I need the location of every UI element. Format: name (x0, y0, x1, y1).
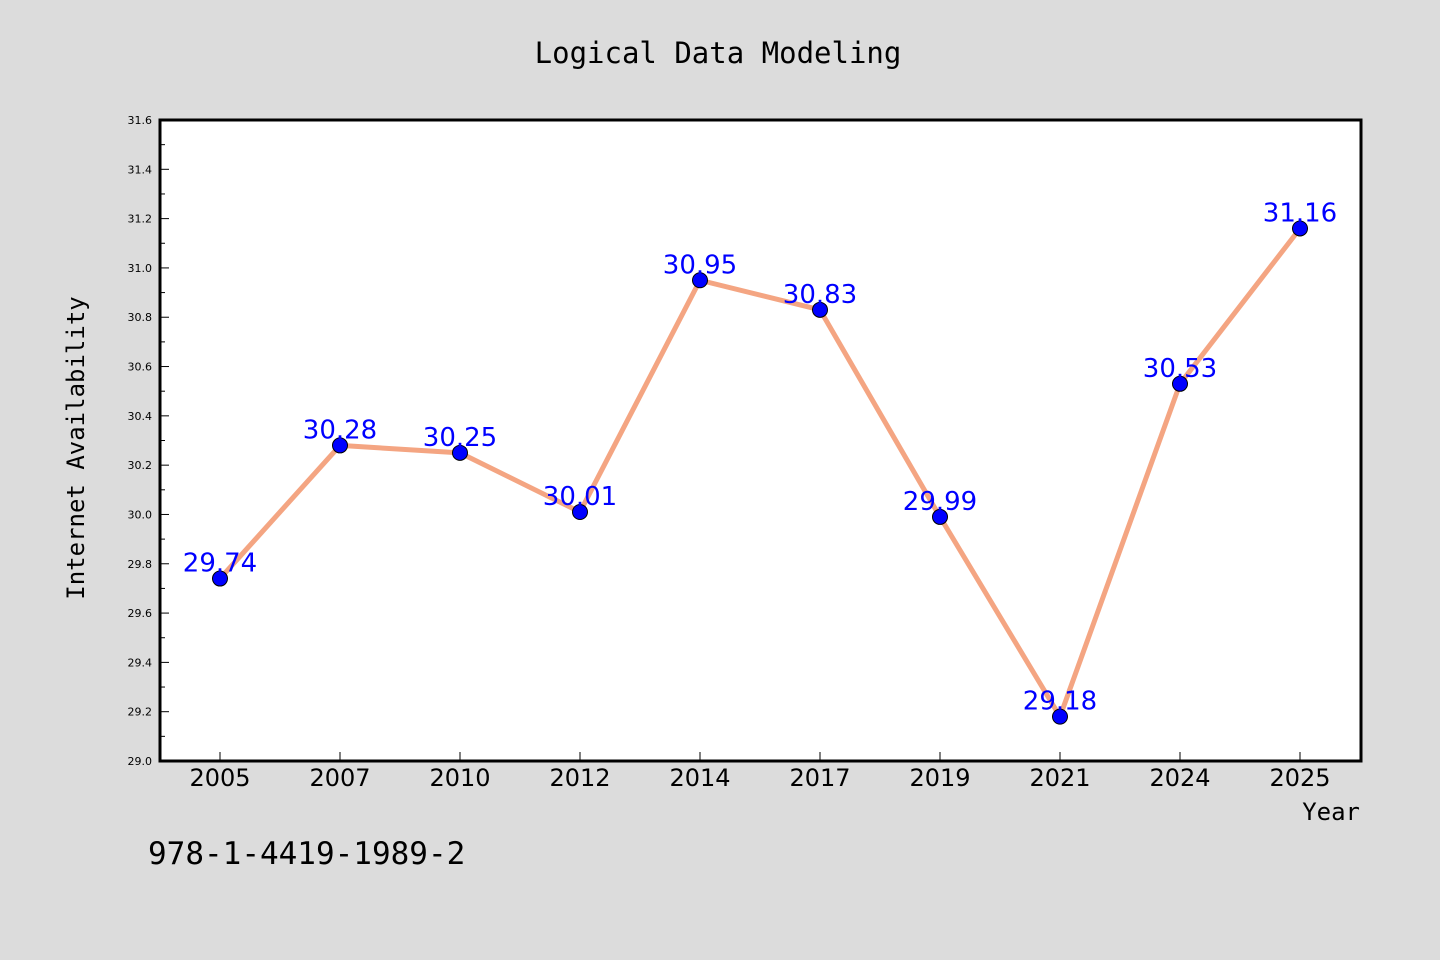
data-markers (212, 220, 1308, 725)
data-label: 30.95 (663, 250, 737, 280)
y-tick-label: 30.8 (128, 311, 153, 324)
data-point (212, 570, 228, 587)
data-point (452, 444, 468, 461)
chart-title: Logical Data Modeling (535, 36, 902, 70)
data-label: 30.25 (423, 423, 497, 453)
y-tick-label: 29.0 (128, 755, 153, 768)
x-tick-label: 2024 (1149, 764, 1210, 792)
data-point (1052, 708, 1068, 725)
y-tick-label: 31.4 (128, 163, 153, 176)
data-point (572, 503, 588, 520)
y-tick-label: 29.6 (128, 607, 153, 620)
data-label: 30.83 (783, 280, 857, 310)
data-label: 30.28 (303, 415, 377, 445)
x-axis-label: Year (1302, 798, 1360, 826)
data-labels: 29.74 30.28 30.25 30.01 30.95 30.83 29.99 29.18… (183, 198, 1337, 716)
x-tick-label: 2012 (549, 764, 610, 792)
data-label: 29.99 (903, 487, 977, 517)
data-point (692, 272, 708, 289)
y-tick-label: 30.0 (128, 508, 153, 521)
x-tick-label: 2005 (189, 764, 250, 792)
x-tick-label: 2014 (669, 764, 730, 792)
y-tick-label: 30.4 (128, 410, 153, 423)
data-point (812, 301, 828, 318)
y-tick-label: 31.2 (128, 213, 153, 226)
data-label: 31.16 (1263, 198, 1337, 228)
data-point (1292, 220, 1308, 237)
x-tick-label: 2007 (309, 764, 370, 792)
series-line (217, 225, 1303, 720)
x-tick-label: 2021 (1029, 764, 1090, 792)
x-axis-ticks: 2005 2007 2010 2012 2014 2017 2019 2021 2024 2025 (189, 752, 1331, 792)
plot-frame (158, 118, 1363, 763)
x-tick-label: 2025 (1269, 764, 1330, 792)
y-tick-label: 31.0 (128, 262, 153, 275)
data-label: 30.01 (543, 482, 617, 512)
data-point (332, 437, 348, 454)
x-tick-label: 2017 (789, 764, 850, 792)
y-axis-label: Internet Availability (62, 296, 90, 599)
data-label: 29.18 (1023, 687, 1097, 717)
data-point (1172, 375, 1188, 392)
y-tick-label: 30.2 (128, 459, 153, 472)
y-tick-label: 29.4 (128, 656, 153, 669)
x-tick-label: 2010 (429, 764, 490, 792)
isbn-label: 978-1-4419-1989-2 (148, 836, 465, 872)
data-label: 29.74 (183, 549, 257, 579)
y-tick-label: 31.6 (128, 114, 153, 127)
y-tick-label: 29.8 (128, 558, 153, 571)
y-tick-label: 30.6 (128, 361, 153, 374)
y-axis-ticks: 29.0 29.2 29.4 29.6 29.8 30.0 30.2 30.4 30.6 30.8… (128, 114, 169, 768)
y-tick-label: 29.2 (128, 706, 153, 719)
data-point (932, 508, 948, 525)
data-label: 30.53 (1143, 354, 1217, 384)
x-tick-label: 2019 (909, 764, 970, 792)
